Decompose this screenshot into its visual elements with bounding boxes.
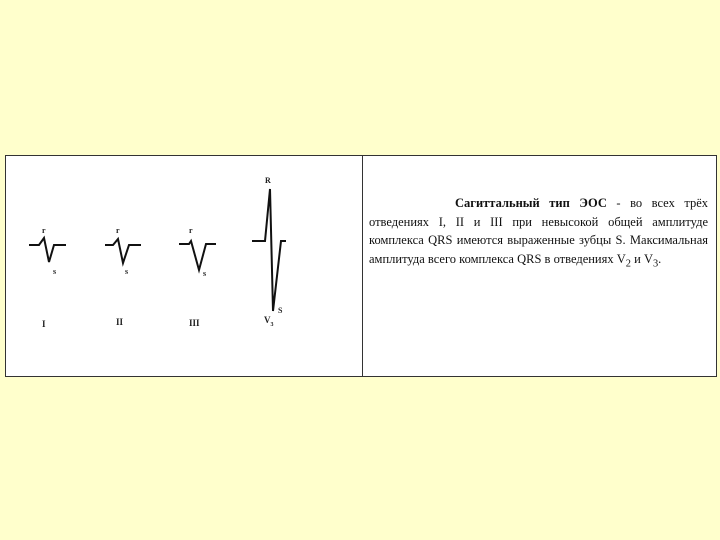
ecg-lead-III-trace xyxy=(179,238,216,274)
lead-V3-name: V3 xyxy=(264,315,274,328)
lead-I-s-label: s xyxy=(53,267,56,276)
ecg-lead-V3-trace xyxy=(252,188,286,312)
v2-subscript: 2 xyxy=(625,258,631,269)
description-body: - во всех трёх отведениях I, II и III пр… xyxy=(369,196,708,266)
ecg-diagram: r s r s r s R S I II III V3 xyxy=(29,176,286,329)
ecg-diagram-cell: r s r s r s R S I II III V3 xyxy=(6,156,363,376)
lead-II-s-label: s xyxy=(125,267,128,276)
lead-III-s-label: s xyxy=(203,269,206,278)
conjunction: и xyxy=(630,251,644,266)
lead-V3-s-label: S xyxy=(278,306,283,315)
content-table: r s r s r s R S I II III V3 Сагиттальный… xyxy=(5,155,717,377)
v3-label: V xyxy=(643,251,653,266)
lead-I-r-label: r xyxy=(42,226,46,235)
lead-V3-r-label: R xyxy=(265,176,271,185)
description-cell: Сагиттальный тип ЭОС - во всех трёх отве… xyxy=(363,156,716,376)
description-title: Сагиттальный тип ЭОС xyxy=(455,196,607,210)
period: . xyxy=(658,251,662,266)
v3-subscript: 3 xyxy=(652,258,659,269)
description-text: Сагиттальный тип ЭОС - во всех трёх отве… xyxy=(369,194,708,274)
ecg-lead-II-trace xyxy=(105,236,141,267)
lead-I-name: I xyxy=(42,319,46,329)
lead-III-name: III xyxy=(189,318,200,328)
ecg-lead-I-trace xyxy=(29,235,66,263)
lead-III-r-label: r xyxy=(189,226,193,235)
lead-II-r-label: r xyxy=(116,226,120,235)
lead-II-name: II xyxy=(116,317,124,327)
v2-label: V xyxy=(616,251,626,266)
